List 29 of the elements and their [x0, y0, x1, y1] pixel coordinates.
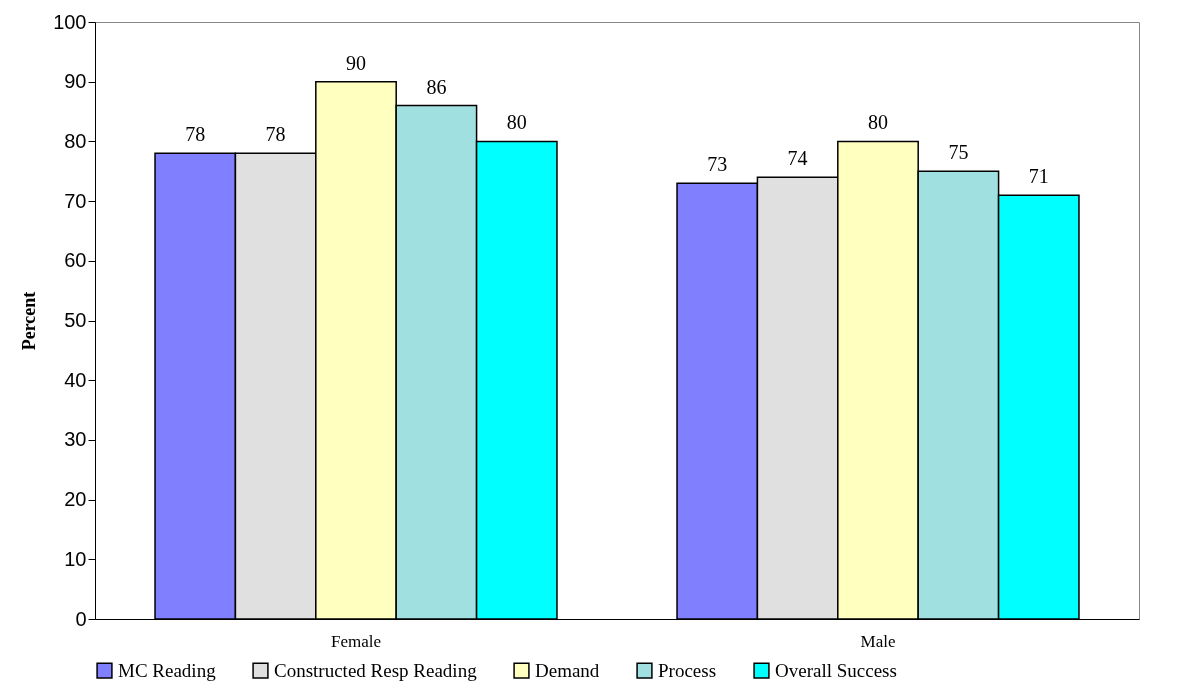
- y-tick-label: 40: [64, 368, 87, 391]
- y-tick-label: 90: [64, 70, 87, 93]
- x-tick-label: Female: [330, 631, 382, 651]
- x-tick-label: Male: [860, 631, 896, 651]
- y-tick-label: 10: [64, 547, 87, 570]
- y-tick-label: 50: [64, 309, 87, 331]
- legend-label: MC Reading: [118, 659, 217, 681]
- data-label: 86: [426, 75, 447, 98]
- legend-label: Constructed Resp Reading: [274, 659, 478, 681]
- data-label: 75: [948, 141, 969, 164]
- data-label: 80: [506, 111, 527, 134]
- data-label: 78: [265, 123, 286, 146]
- data-label: 90: [346, 51, 366, 74]
- legend-label: Overall Success: [775, 659, 897, 681]
- legend-label: Demand: [535, 659, 600, 681]
- y-tick-label: 100: [53, 10, 87, 33]
- y-tick-label: 60: [64, 249, 87, 272]
- y-tick-label: 20: [64, 488, 87, 511]
- y-tick-label: 80: [64, 129, 87, 152]
- y-tick-label: 0: [75, 607, 87, 630]
- legend-label: Process: [658, 659, 717, 681]
- y-axis-title: Percent: [19, 291, 40, 351]
- data-label: 80: [868, 111, 888, 134]
- data-label: 78: [185, 123, 206, 146]
- y-tick-label: 30: [64, 428, 87, 451]
- data-label: 74: [787, 147, 808, 170]
- data-label: 73: [707, 153, 728, 176]
- data-label: 71: [1028, 165, 1049, 188]
- y-tick-label: 70: [64, 189, 87, 212]
